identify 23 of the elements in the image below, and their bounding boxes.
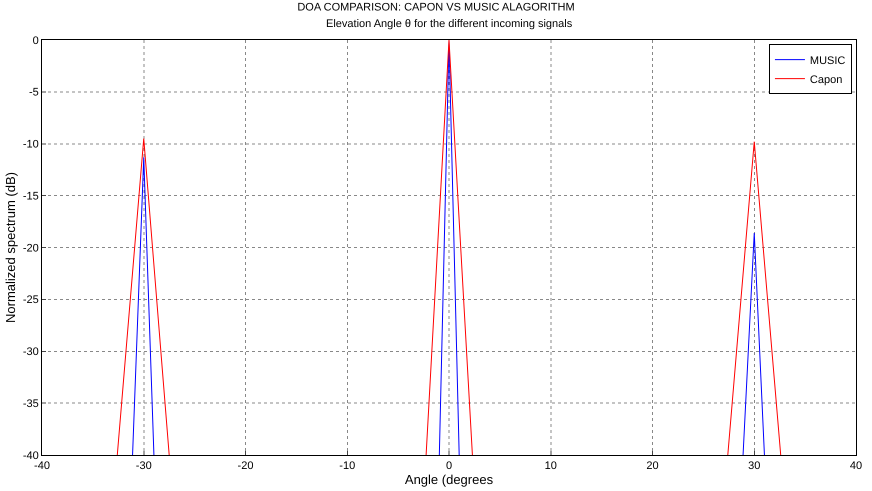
y-tick-label: -25 [22,294,39,306]
chart-subtitle: Elevation Angle θ for the different incoming signals [326,18,573,30]
y-tick-label: 0 [32,34,39,47]
x-tick-label: 10 [544,460,557,472]
y-tick-label: -40 [22,450,39,462]
y-tick-label: -15 [22,190,39,202]
chart-title: DOA COMPARISON: CAPON VS MUSIC ALAGORITHM [297,2,575,14]
y-tick-label: -35 [22,398,39,410]
y-tick-label: -10 [22,138,39,151]
x-tick-label: -10 [339,460,356,472]
y-tick-label: -30 [22,346,39,358]
x-tick-label: 30 [748,460,760,472]
x-tick-label: 0 [446,460,452,472]
y-tick-label: -5 [29,86,39,99]
y-tick-label: -20 [22,242,39,254]
x-axis-title: Angle (degrees [404,472,494,488]
x-tick-label: 40 [850,460,862,472]
x-tick-label: -20 [238,460,254,472]
y-axis-title: Normalized spectrum (dB) [2,172,18,323]
x-tick-label: 20 [646,460,659,472]
legend-label: Capon [810,74,842,86]
x-tick-label: -30 [136,460,152,472]
legend-label: MUSIC [810,54,846,67]
